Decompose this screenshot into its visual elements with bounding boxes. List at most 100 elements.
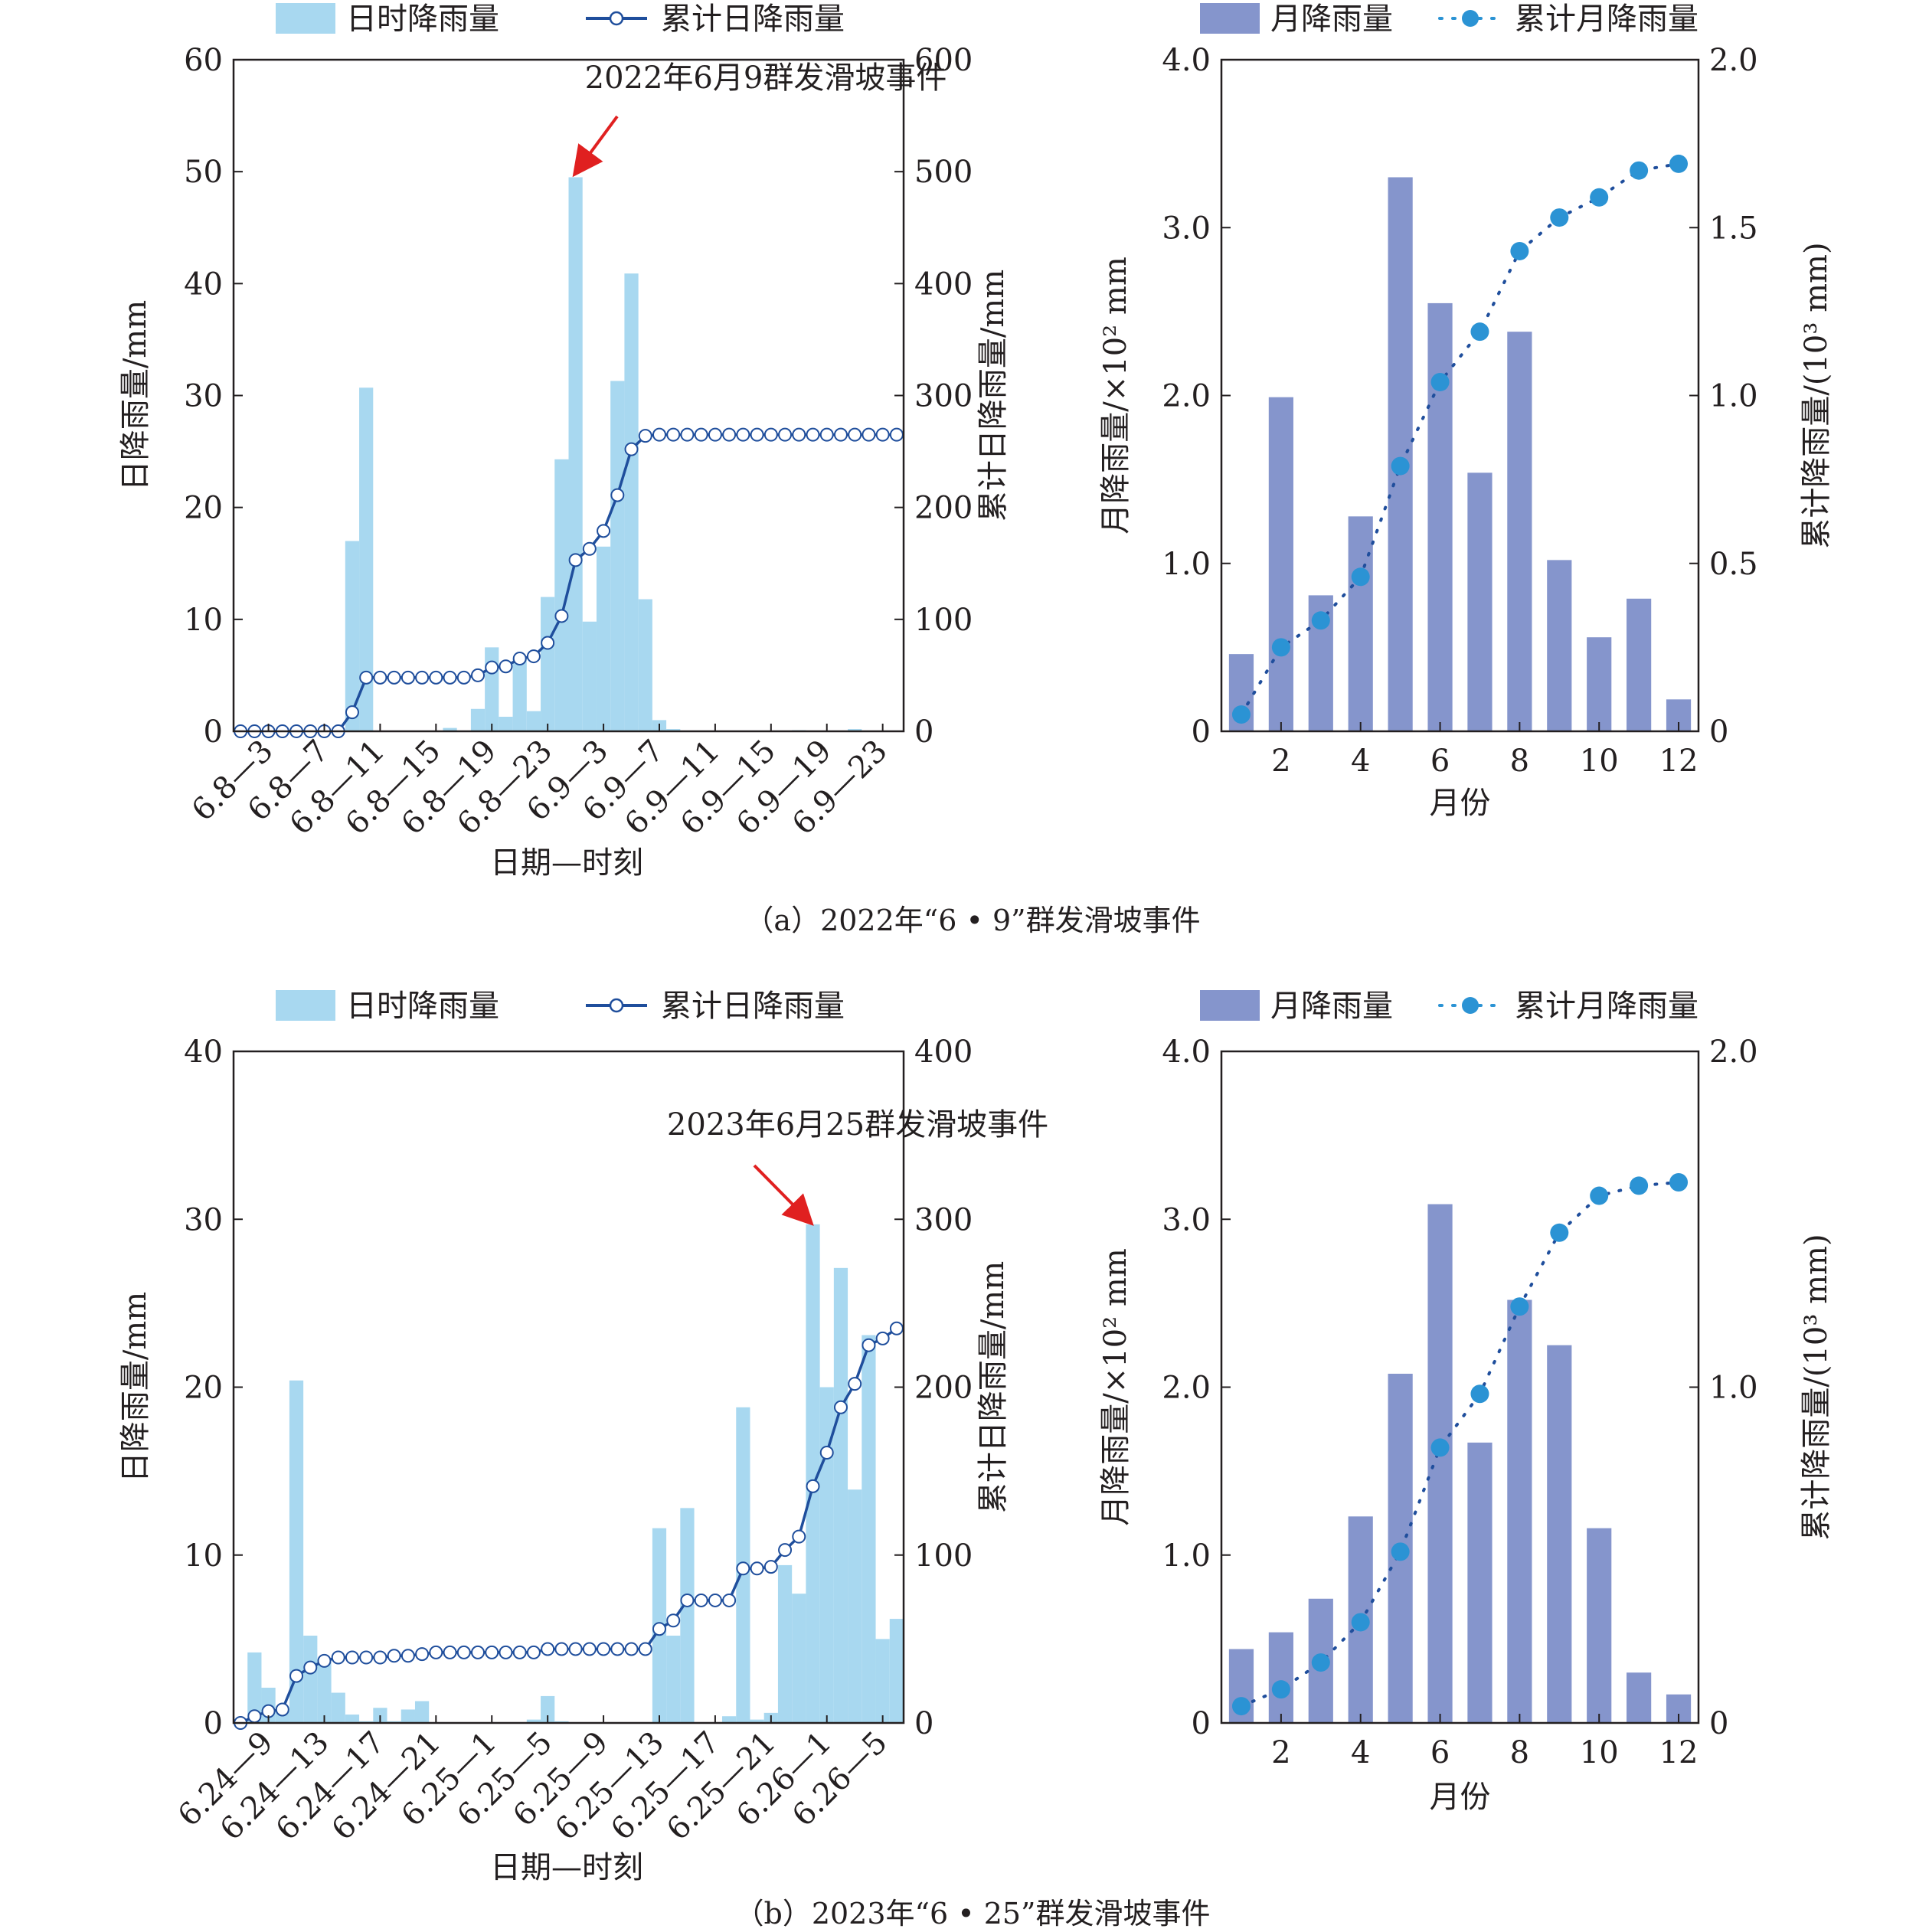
- ytick-right-label: 500: [914, 155, 973, 190]
- legend-bar-label: 月降雨量: [1270, 989, 1393, 1024]
- series-point: [638, 1642, 652, 1656]
- bar: [499, 716, 513, 731]
- series-point: [303, 1660, 318, 1675]
- ytick-left-label: 4.0: [1162, 1035, 1211, 1070]
- series-point: [1391, 456, 1410, 476]
- xtick-label: 12: [1659, 1735, 1699, 1770]
- series-point: [652, 427, 666, 442]
- series-point: [610, 1642, 625, 1656]
- bar: [610, 381, 625, 731]
- ytick-right-label: 300: [914, 379, 973, 414]
- series-point: [1430, 1438, 1450, 1457]
- series-point: [792, 427, 806, 442]
- bar: [680, 1508, 695, 1723]
- series-point: [806, 427, 820, 442]
- bar: [722, 1716, 737, 1723]
- series-point: [429, 1645, 443, 1659]
- ytick-right-label: 0.5: [1709, 547, 1758, 582]
- series-point: [1630, 1176, 1649, 1195]
- series-point: [736, 1561, 750, 1576]
- series-point: [317, 1653, 332, 1668]
- ytick-left-label: 20: [184, 491, 223, 526]
- series-point: [722, 427, 737, 442]
- series-point: [778, 1543, 793, 1558]
- bar: [345, 541, 360, 731]
- series-point: [763, 427, 778, 442]
- series-point: [597, 1642, 611, 1656]
- ytick-left-label: 50: [184, 155, 223, 190]
- series-point: [429, 670, 443, 685]
- ytick-right-label: 2.0: [1709, 1035, 1758, 1070]
- series-point: [889, 1321, 904, 1335]
- ytick-right-label: 0: [1709, 714, 1728, 750]
- series-point: [359, 1650, 374, 1665]
- ytick-left-label: 3.0: [1162, 1202, 1211, 1237]
- ytick-right-label: 1.5: [1709, 211, 1758, 246]
- series-point: [819, 427, 834, 442]
- series-point: [722, 1593, 737, 1607]
- bar: [247, 1652, 262, 1723]
- series-point: [582, 541, 597, 556]
- series-point: [750, 1561, 764, 1576]
- bar: [889, 1619, 904, 1723]
- series-point: [1669, 154, 1689, 173]
- series-point: [499, 1645, 513, 1659]
- series-point: [624, 1642, 639, 1656]
- series-point: [792, 1529, 806, 1544]
- bar: [1587, 1528, 1612, 1723]
- series-point: [1271, 1680, 1290, 1699]
- ytick-right-label: 0: [914, 1706, 933, 1741]
- bar: [1467, 1442, 1493, 1723]
- bar: [1627, 598, 1652, 731]
- xtick-label: 2: [1271, 1735, 1290, 1770]
- bar: [1467, 472, 1493, 731]
- bar: [443, 727, 457, 731]
- series-point: [763, 1560, 778, 1574]
- series-point: [499, 659, 513, 674]
- series-point: [1550, 1223, 1569, 1242]
- series-point: [1590, 1186, 1609, 1205]
- bar: [1427, 302, 1453, 732]
- series-point: [275, 1702, 289, 1717]
- ytick-left-label: 1.0: [1162, 1538, 1211, 1574]
- series-point: [597, 524, 611, 538]
- bar: [806, 1224, 820, 1723]
- series-point: [848, 427, 862, 442]
- x-axis-title: 日期—时刻: [490, 1850, 643, 1885]
- ytick-left-label: 0: [204, 1706, 223, 1741]
- series-point: [1351, 567, 1370, 587]
- series-point: [666, 1613, 681, 1628]
- ytick-left-label: 40: [184, 1035, 223, 1070]
- ytick-left-label: 4.0: [1162, 43, 1211, 78]
- series-point: [819, 1446, 834, 1460]
- xtick-label: 8: [1510, 1735, 1529, 1770]
- bar: [1507, 332, 1532, 731]
- legend-bar-label: 日时降雨量: [346, 2, 499, 37]
- y-axis-title-left: 月降雨量/×10² mm: [1098, 257, 1133, 534]
- series-point: [708, 1593, 722, 1607]
- legend-bar-swatch: [1200, 3, 1260, 34]
- bar: [485, 647, 499, 731]
- series-point: [750, 427, 764, 442]
- series-point: [624, 442, 639, 456]
- bar: [875, 1639, 890, 1723]
- series-point: [1510, 1297, 1529, 1316]
- series-point: [1351, 1613, 1370, 1632]
- series-point: [471, 1645, 486, 1659]
- series-point: [694, 1593, 708, 1607]
- bar: [331, 1692, 345, 1723]
- series-point: [401, 1649, 415, 1663]
- ytick-left-label: 0: [204, 714, 223, 750]
- xtick-label: 10: [1580, 744, 1619, 779]
- series-point: [1510, 241, 1529, 260]
- series-point: [680, 1593, 695, 1607]
- series-point: [1550, 208, 1569, 227]
- xtick-label: 4: [1351, 1735, 1370, 1770]
- series-point: [833, 427, 848, 442]
- bar: [792, 1594, 806, 1723]
- series-point: [610, 488, 625, 502]
- series-point: [875, 427, 890, 442]
- legend-line-marker: [609, 998, 624, 1013]
- ytick-right-label: 400: [914, 266, 973, 302]
- series-point: [415, 1647, 430, 1662]
